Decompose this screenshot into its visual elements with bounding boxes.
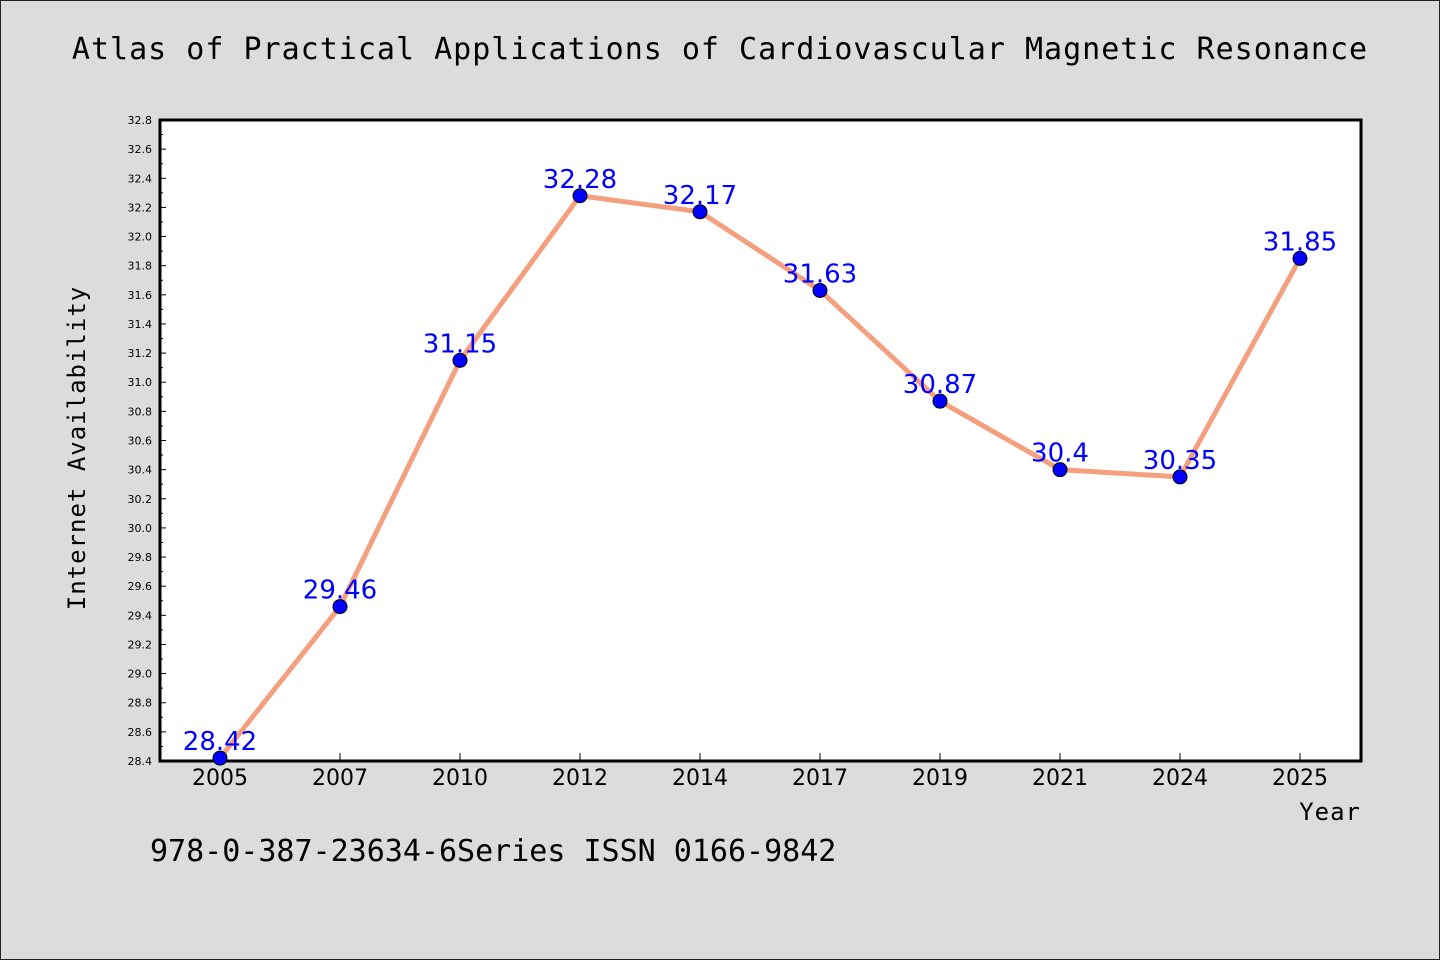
x-axis-ticks: 2005 2007 2010 2012 2014 2017 2019 2021 2024 2025 (192, 753, 1328, 791)
series-markers (212, 188, 1308, 766)
data-label: 30.87 (903, 370, 977, 400)
y-tick-label: 29.6 (128, 580, 153, 593)
data-label: 32.28 (543, 165, 617, 195)
y-tick-label: 28.4 (128, 755, 153, 768)
y-tick-label: 29.2 (128, 638, 153, 651)
data-point (692, 204, 708, 220)
y-tick-label: 31.0 (128, 376, 153, 389)
data-point (1172, 469, 1188, 485)
chart-title: Atlas of Practical Applications of Cardi… (71, 32, 1369, 67)
y-tick-label: 31.2 (128, 347, 153, 360)
y-tick-label: 32.8 (128, 114, 153, 127)
y-tick-label: 30.4 (128, 464, 153, 477)
x-tick-label: 2017 (792, 766, 848, 791)
y-tick-label: 30.8 (128, 405, 153, 418)
y-tick-label: 32.4 (128, 172, 153, 185)
data-point (332, 599, 348, 615)
data-point (212, 750, 228, 766)
data-labels: 28.42 29.46 31.15 32.28 32.17 31.63 30.87 30.4 3… (183, 165, 1337, 757)
y-tick-label: 32.6 (128, 143, 153, 156)
x-axis-label: Year (1299, 798, 1361, 826)
y-tick-label: 31.4 (128, 318, 153, 331)
y-tick-label: 32.0 (128, 231, 153, 244)
y-tick-label: 29.4 (128, 609, 153, 622)
series-line (218, 193, 1303, 760)
data-label: 28.42 (183, 727, 257, 757)
data-label: 30.4 (1031, 439, 1089, 469)
x-tick-label: 2019 (912, 766, 968, 791)
data-point (452, 352, 468, 368)
data-point (1292, 250, 1308, 266)
data-point (1052, 462, 1068, 478)
data-label: 31.15 (423, 329, 497, 359)
y-axis-ticks: 28.4 28.6 28.8 29.0 29.2 29.4 29.6 29.8 30.0 30.2… (128, 114, 166, 768)
y-tick-label: 28.8 (128, 697, 153, 710)
y-tick-label: 30.6 (128, 435, 153, 448)
x-tick-label: 2024 (1152, 766, 1208, 791)
x-tick-label: 2012 (552, 766, 608, 791)
data-label: 30.35 (1143, 446, 1217, 476)
data-point (932, 393, 948, 409)
y-tick-label: 29.0 (128, 668, 153, 681)
y-tick-label: 30.2 (128, 493, 153, 506)
x-tick-label: 2025 (1272, 766, 1328, 791)
plot-area (158, 118, 1363, 763)
data-label: 32.17 (663, 181, 737, 211)
y-tick-label: 29.8 (128, 551, 153, 564)
data-label: 29.46 (303, 576, 377, 606)
x-tick-label: 2010 (432, 766, 488, 791)
data-label: 31.85 (1263, 227, 1337, 257)
y-axis-label: Internet Availability (63, 286, 91, 610)
x-tick-label: 2014 (672, 766, 728, 791)
x-tick-label: 2021 (1032, 766, 1088, 791)
y-tick-label: 32.2 (128, 201, 153, 214)
x-tick-label: 2005 (192, 766, 248, 791)
y-tick-label: 28.6 (128, 726, 153, 739)
y-tick-label: 30.0 (128, 522, 153, 535)
data-point (812, 282, 828, 298)
x-tick-label: 2007 (312, 766, 368, 791)
data-label: 31.63 (783, 259, 857, 289)
y-tick-label: 31.8 (128, 260, 153, 273)
footer-text: 978-0-387-23634-6Series ISSN 0166-9842 (150, 834, 837, 869)
data-point (572, 188, 588, 204)
y-tick-label: 31.6 (128, 289, 153, 302)
